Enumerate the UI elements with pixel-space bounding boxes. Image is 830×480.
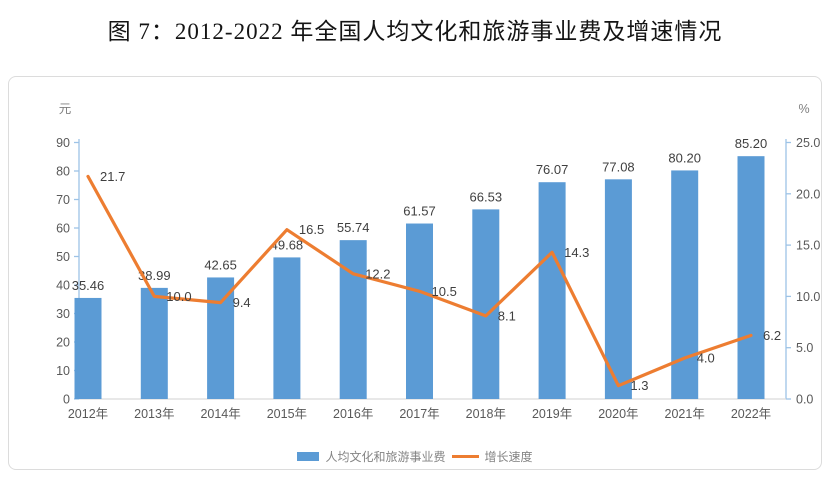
bar xyxy=(406,223,433,399)
left-axis-tick-label: 80 xyxy=(56,165,70,179)
line-series-label: 增长速度 xyxy=(484,449,533,464)
line-value-label: 10.5 xyxy=(432,284,457,299)
left-axis-tick-label: 40 xyxy=(56,279,70,293)
x-axis-category-label: 2021年 xyxy=(665,407,705,421)
bar-value-label: 49.68 xyxy=(271,237,304,252)
line-value-label: 4.0 xyxy=(697,350,715,365)
left-axis-tick-label: 20 xyxy=(56,336,70,350)
chart-title: 图 7：2012-2022 年全国人均文化和旅游事业费及增速情况 xyxy=(107,19,723,44)
bar-value-label: 66.53 xyxy=(470,189,503,204)
x-axis-category-label: 2019年 xyxy=(532,407,572,421)
line-value-label: 6.2 xyxy=(763,328,781,343)
x-axis-category-label: 2018年 xyxy=(466,407,506,421)
line-value-label: 12.2 xyxy=(365,266,390,281)
growth-line xyxy=(86,174,753,388)
line-value-label: 9.4 xyxy=(233,295,251,310)
right-axis-tick-label: 10.0 xyxy=(796,290,820,304)
left-axis-tick-label: 50 xyxy=(56,250,70,264)
left-axis-tick-label: 0 xyxy=(63,393,70,407)
left-axis-unit-label: 元 xyxy=(59,102,72,116)
bar-value-label: 42.65 xyxy=(204,257,237,272)
x-axis-category-label: 2014年 xyxy=(200,407,240,421)
bar xyxy=(604,179,632,399)
bar xyxy=(273,257,301,399)
right-axis-tick-label: 25.0 xyxy=(796,136,820,150)
right-axis-tick-label: 20.0 xyxy=(796,187,820,201)
left-axis-tick-label: 70 xyxy=(56,193,70,207)
bar-value-label: 80.20 xyxy=(668,150,701,165)
line-value-label: 16.5 xyxy=(299,222,324,237)
bar xyxy=(538,182,566,399)
left-axis-tick-label: 60 xyxy=(56,222,70,236)
right-axis-tick-label: 15.0 xyxy=(796,239,820,253)
left-axis-tick-label: 30 xyxy=(56,307,70,321)
bar-series-label: 人均文化和旅游事业费 xyxy=(325,449,446,464)
bar xyxy=(472,209,500,399)
bar xyxy=(140,287,168,399)
bar-value-label: 61.57 xyxy=(403,204,436,219)
line-value-label: 10.0 xyxy=(166,289,191,304)
x-axis-category-label: 2013年 xyxy=(134,407,174,421)
bar xyxy=(671,170,699,399)
line-value-label: 14.3 xyxy=(564,245,589,260)
x-axis-category-label: 2012年 xyxy=(68,407,108,421)
bar-value-label: 76.07 xyxy=(536,162,569,177)
x-axis-category-label: 2022年 xyxy=(731,407,771,421)
left-axis-tick-label: 10 xyxy=(56,364,70,378)
x-axis-category-label: 2020年 xyxy=(598,407,638,421)
line-series-swatch-icon xyxy=(451,454,479,458)
chart-panel: 0 10 20 30 40 50 60 70 80 90 0.0 5.0 10.0 15.0 20.0 25.… xyxy=(8,76,822,470)
bar xyxy=(74,297,102,399)
left-axis-tick-label: 90 xyxy=(56,136,70,150)
bar-series-swatch-icon xyxy=(297,451,320,461)
bar-value-label: 55.74 xyxy=(337,220,370,235)
line-value-label: 8.1 xyxy=(498,308,516,323)
x-axis-category-label: 2016年 xyxy=(333,407,373,421)
right-axis-unit-label: % xyxy=(798,102,809,116)
bar-value-label: 35.46 xyxy=(72,278,105,293)
bar xyxy=(207,277,235,399)
line-value-label: 21.7 xyxy=(100,169,125,184)
bar xyxy=(339,240,367,399)
bar-value-label: 85.20 xyxy=(735,136,768,151)
bar xyxy=(737,156,765,399)
right-axis-tick-label: 0.0 xyxy=(796,393,813,407)
x-axis-category-label: 2017年 xyxy=(399,407,439,421)
right-axis-tick-label: 5.0 xyxy=(796,341,813,355)
line-value-label: 1.3 xyxy=(630,378,648,393)
bar-value-label: 77.08 xyxy=(602,159,635,174)
x-axis-category-label: 2015年 xyxy=(267,407,307,421)
chart-legend: 人均文化和旅游事业费 增长速度 xyxy=(9,447,821,465)
combo-chart: 0 10 20 30 40 50 60 70 80 90 0.0 5.0 10.0 15.0 20.0 25.… xyxy=(56,102,820,421)
